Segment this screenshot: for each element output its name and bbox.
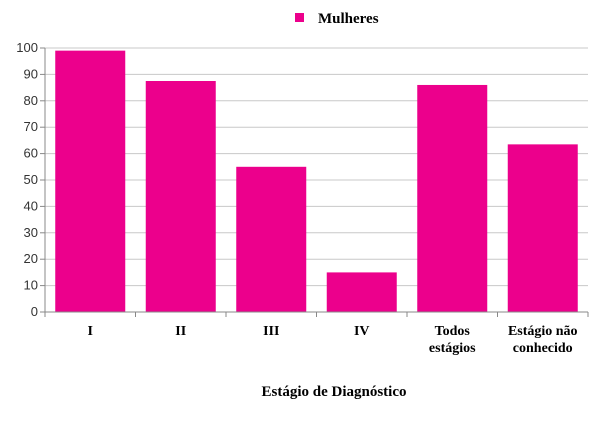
bar [326,272,397,312]
y-tick-label: 80 [24,93,38,108]
gridlines [45,47,588,287]
legend-swatch [295,13,304,22]
y-tick-label: 70 [24,119,38,134]
bar [236,166,307,312]
legend: Mulheres [295,11,379,27]
y-tick-label: 20 [24,251,38,266]
y-tick-label: 10 [24,278,38,293]
y-tick-label: 40 [24,198,38,213]
x-axis-title: Estágio de Diagnóstico [261,384,406,400]
y-tick-labels: 0 10 20 30 40 50 60 70 80 90 100 [16,40,38,319]
x-tick-label: Todos estágios [429,324,476,356]
x-tick-label: IV [354,324,370,339]
bar [507,144,578,312]
y-tick-label: 100 [16,40,38,55]
legend-label: Mulheres [318,11,379,27]
y-tick-label: 60 [24,146,38,161]
x-tick-label: I [88,324,93,339]
bar [55,50,126,312]
bar [145,81,216,312]
x-tick-label: Estágio não conhecido [508,324,578,356]
x-tick-label: II [175,324,186,339]
y-tick-label: 0 [31,304,38,319]
x-tick-label: III [263,324,279,339]
axes [40,47,589,317]
y-tick-label: 90 [24,66,38,81]
y-tick-label: 50 [24,172,38,187]
y-tick-label: 30 [24,225,38,240]
bar [417,84,488,313]
bars [55,50,578,313]
